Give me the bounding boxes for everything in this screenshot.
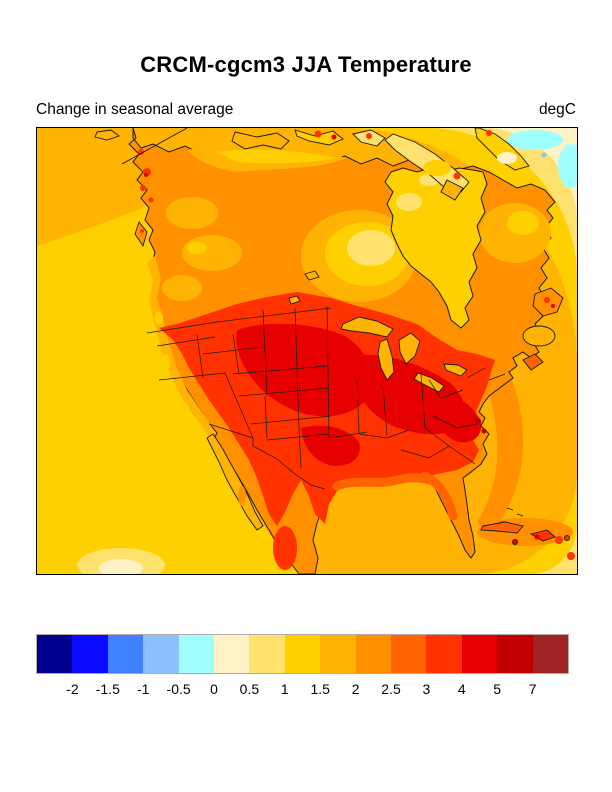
colorbar-segment-13 [497,635,533,673]
colorbar-tick-label: 0.5 [239,681,260,697]
colorbar-segment-12 [461,635,498,673]
colorbar-tick-label: -1 [136,681,150,697]
colorbar-segment-3 [143,635,179,673]
map-frame [36,127,578,575]
colorbar-tick-label: 0 [210,681,218,697]
colorbar-tick-label: 1 [280,681,289,697]
colorbar-tick-labels: -2 -1.5 -1 -0.5 0 0.5 1 1.5 2 2.5 3 4 5 7 [37,681,568,699]
colorbar-tick-label: 1.5 [310,681,330,697]
colorbar-segment-11 [426,635,462,673]
colorbar-segment-0 [37,635,73,673]
colorbar-tick-label: 5 [493,681,502,697]
colorbar-tick-label: 2 [351,681,360,697]
subtitle-row: Change in seasonal average degC [36,101,576,119]
colorbar-segment-7 [284,635,321,673]
north-america-contour-map [37,128,577,574]
colorbar-segment-2 [107,635,144,673]
colorbar-tick-label: 4 [457,681,466,697]
colorbar-segment-5 [214,635,250,673]
page-title: CRCM-cgcm3 JJA Temperature [140,52,472,77]
colorbar-segment-6 [249,635,285,673]
colorbar-tick-label: 3 [422,681,431,697]
colorbar-tick-label: 2.5 [381,681,401,697]
colorbar [36,634,569,674]
colorbar-tick-label: -2 [66,681,79,697]
units-label: degC [538,101,576,118]
subtitle-left: Change in seasonal average [36,101,234,118]
colorbar-segment-4 [178,635,215,673]
colorbar-segment-8 [320,635,356,673]
colorbar-segment-9 [355,635,392,673]
colorbar-tick-label: -1.5 [95,681,120,697]
colorbar-segment-1 [72,635,108,673]
colorbar-tick-label: -0.5 [166,681,191,697]
colorbar-tick-label: 7 [528,681,537,697]
colorbar-segment-10 [391,635,427,673]
colorbar-segment-14 [532,635,569,673]
